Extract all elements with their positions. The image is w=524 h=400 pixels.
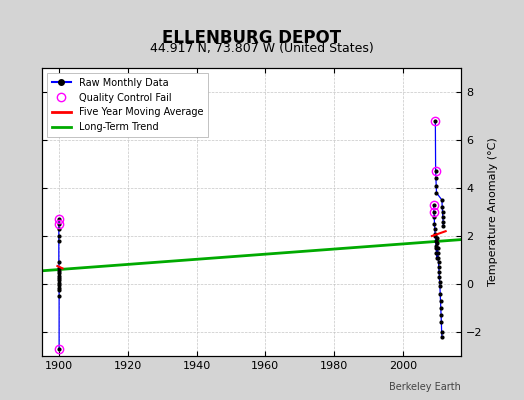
Text: 44.917 N, 73.807 W (United States): 44.917 N, 73.807 W (United States) xyxy=(150,42,374,55)
Title: ELLENBURG DEPOT: ELLENBURG DEPOT xyxy=(162,29,341,47)
Text: Berkeley Earth: Berkeley Earth xyxy=(389,382,461,392)
Legend: Raw Monthly Data, Quality Control Fail, Five Year Moving Average, Long-Term Tren: Raw Monthly Data, Quality Control Fail, … xyxy=(47,73,208,137)
Y-axis label: Temperature Anomaly (°C): Temperature Anomaly (°C) xyxy=(488,138,498,286)
